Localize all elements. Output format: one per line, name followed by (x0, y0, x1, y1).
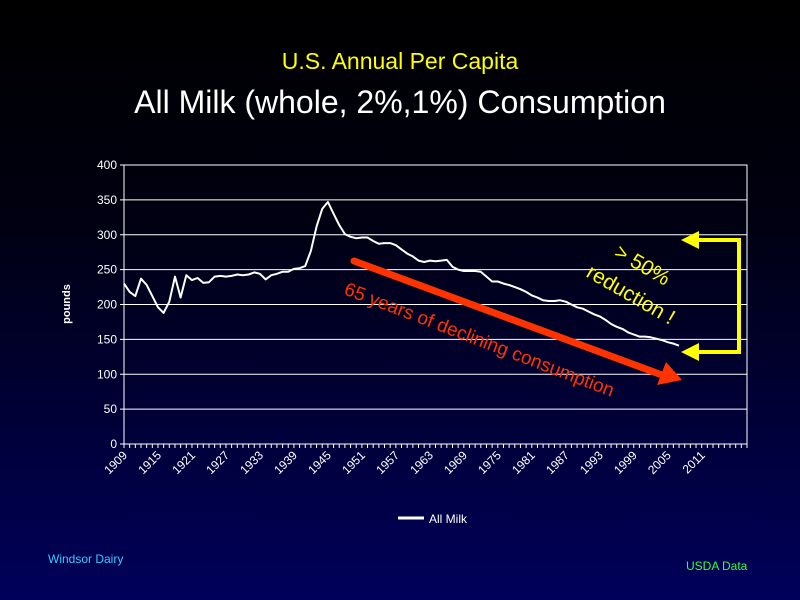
x-tick-label: 1993 (577, 448, 606, 477)
y-tick-label: 150 (97, 332, 117, 346)
decline-arrow-head (657, 362, 682, 385)
x-tick-label: 1987 (543, 448, 572, 477)
y-tick-label: 100 (97, 367, 117, 381)
x-tick-label: 1969 (441, 448, 470, 477)
x-tick-label: 1957 (373, 448, 402, 477)
y-tick-label: 50 (104, 402, 118, 416)
gridlines (124, 199, 747, 410)
y-tick-label: 350 (97, 193, 117, 207)
chart-title: All Milk (whole, 2%,1%) Consumption (134, 84, 666, 120)
x-tick-label: 1921 (169, 448, 198, 477)
x-tick-label: 1981 (509, 448, 538, 477)
x-axis: 1909 1915 1921 1927 1933 1939 1945 1951 1957 1963… (101, 444, 748, 477)
all-milk-series-line (123, 201, 680, 347)
footer-source-left: Windsor Dairy (48, 552, 124, 566)
y-tick-label: 250 (97, 263, 117, 277)
x-tick-label: 2005 (645, 448, 674, 477)
x-tick-label: 1963 (407, 448, 436, 477)
reduction-bracket-arrow-bottom (681, 343, 699, 361)
y-tick-label: 300 (97, 228, 117, 242)
x-tick-label: 1975 (475, 448, 504, 477)
y-tick-label: 0 (110, 437, 117, 451)
x-tick-label: 1933 (237, 448, 266, 477)
reduction-bracket-arrow-top (681, 231, 699, 249)
x-tick-label: 1951 (339, 448, 368, 477)
decline-arrow (350, 257, 666, 379)
legend-label: All Milk (429, 512, 468, 526)
x-tick-label: 1927 (203, 448, 232, 477)
x-tick-label: 1909 (101, 448, 130, 477)
footer-source-right: USDA Data (686, 559, 748, 573)
y-axis: 0 50 100 150 200 250 300 350 400 (97, 158, 124, 451)
x-tick-label: 1939 (271, 448, 300, 477)
x-tick-label: 1945 (305, 448, 334, 477)
x-tick-label: 2011 (680, 448, 708, 476)
legend: All Milk (398, 512, 468, 526)
reduction-bracket (696, 238, 741, 354)
chart-subtitle: U.S. Annual Per Capita (281, 48, 519, 74)
y-tick-label: 200 (97, 298, 117, 312)
x-tick-label: 1999 (611, 448, 640, 477)
y-tick-label: 400 (97, 158, 117, 172)
x-tick-label: 1915 (135, 448, 164, 477)
y-axis-label: pounds (61, 284, 73, 324)
